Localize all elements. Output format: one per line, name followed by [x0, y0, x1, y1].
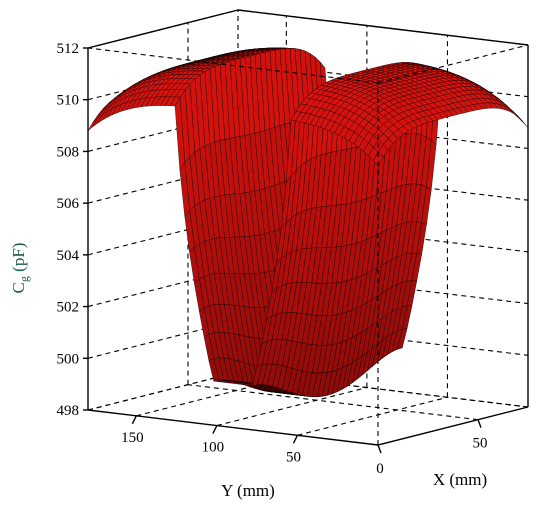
z-tick-label-1: 500	[57, 351, 80, 367]
y-tick-mark-1	[212, 425, 218, 434]
y-tick-label-2: 50	[286, 449, 301, 465]
x-axis-ticks: 0 50	[376, 419, 488, 477]
z-axis-label-main: C	[9, 282, 28, 293]
z-axis-label-sub: g	[17, 276, 31, 282]
z-axis-ticks: 498 500 502 504 506 508 510 512	[57, 41, 88, 419]
z-tick-label-7: 512	[57, 41, 80, 57]
box-edge-floor-front-x	[377, 406, 529, 446]
y-axis-label: Y (mm)	[221, 481, 275, 500]
surface-quad-1127	[508, 107, 519, 117]
z-tick-label-0: 498	[57, 403, 80, 419]
x-tick-mark-1	[477, 419, 482, 428]
surface-mesh	[87, 47, 529, 397]
y-tick-label-0: 150	[121, 430, 144, 446]
y-grid-floor-1	[216, 387, 368, 427]
z-tick-label-3: 504	[57, 248, 80, 264]
surface-quad-1799	[372, 151, 384, 166]
y-grid-floor-2	[297, 396, 448, 436]
z-axis-label: Cg (pF)	[9, 243, 31, 294]
z-axis-label-unit: (pF)	[9, 243, 28, 277]
box-edge-top-front-y	[87, 47, 379, 84]
y-axis-ticks: 150 100 50	[121, 415, 301, 465]
z-tick-label-2: 502	[57, 300, 80, 316]
y-tick-label-1: 100	[202, 440, 225, 456]
z-tick-label-4: 506	[57, 196, 80, 212]
z-grid-back-7	[87, 9, 239, 49]
x-tick-mark-0	[377, 444, 382, 454]
z-tick-label-6: 510	[57, 93, 80, 109]
box-edge-top-front-x	[377, 44, 529, 84]
box-edge-top-back-left	[87, 9, 239, 49]
y-tick-mark-2	[292, 434, 299, 444]
axes-box-front	[87, 44, 529, 446]
y-tick-mark-0	[131, 415, 137, 425]
z-grid-right-7	[237, 9, 529, 46]
z-tick-label-5: 508	[57, 144, 80, 160]
x-tick-label-1: 50	[473, 436, 488, 452]
x-axis-label: X (mm)	[433, 470, 487, 489]
x-grid-floor-1	[187, 384, 479, 421]
x-tick-label-0: 0	[376, 461, 384, 477]
